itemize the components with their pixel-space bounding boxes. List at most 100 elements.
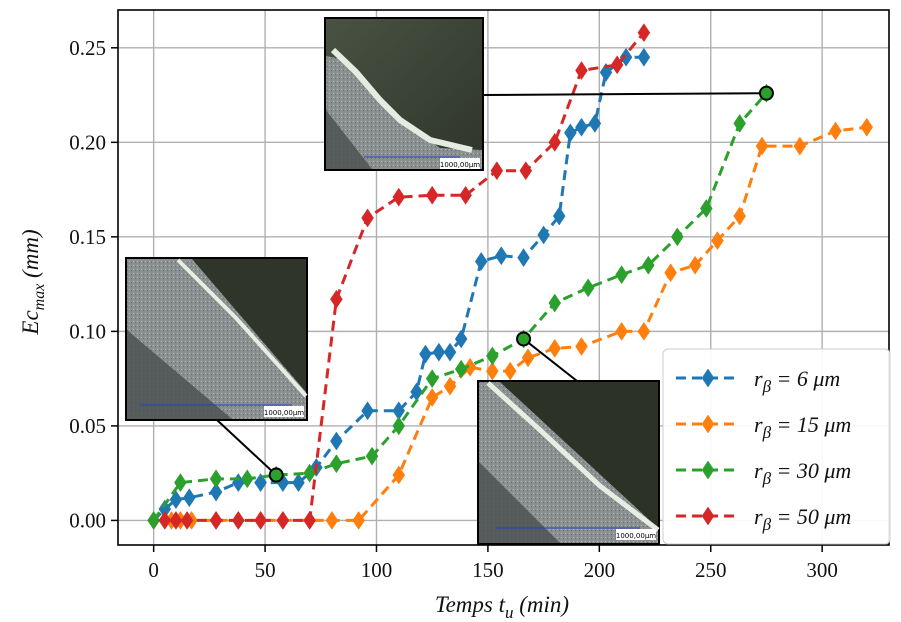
data-point [361,401,374,421]
data-point [425,388,439,407]
y-tick-label: 0.25 [69,36,106,60]
y-tick-label: 0.00 [69,508,106,532]
data-point [699,199,713,218]
data-point [581,278,595,298]
data-point [615,265,628,285]
legend-item: rβ = 15 μm [676,412,851,442]
legend-label: rβ = 15 μm [754,412,851,442]
x-axis-label: Temps tu (min) [435,592,569,622]
data-point [552,206,566,226]
data-point [254,510,267,530]
data-point [180,510,194,530]
inset-micrograph-2: 1000,00μm [477,380,660,545]
data-point [209,510,223,530]
data-point [454,359,468,379]
data-point [733,206,747,226]
data-point [425,369,439,389]
data-point [303,463,316,483]
series-layer [147,23,874,530]
data-point [637,23,651,43]
data-point [330,289,343,309]
data-point [575,117,588,137]
callout-marker [268,467,284,483]
data-point [169,490,183,510]
legend: rβ = 6 μm rβ = 15 μm rβ = 30 μm rβ = 50 μm [662,348,891,545]
callout-line [216,419,277,476]
data-point [174,473,187,493]
data-point [755,136,769,156]
data-point [292,473,305,493]
data-point [169,510,183,530]
callout-line [522,338,578,382]
callout-line [482,92,767,96]
data-point [454,329,468,349]
y-tick-label: 0.15 [69,225,106,249]
inset-micrograph-3: 1000,00μm [324,17,484,171]
x-tick-label: 200 [584,558,616,582]
data-point [688,255,702,275]
legend-swatch-marker [701,414,715,434]
data-point [517,248,530,268]
data-point [209,482,223,502]
legend-label: rβ = 50 μm [754,504,851,534]
data-point [829,121,842,141]
data-point [474,251,488,271]
inset-micrograph-1: 1000,00μm [125,257,308,421]
legend-swatch-marker [701,368,715,388]
data-point [325,510,339,530]
series-3 [147,83,773,530]
data-point [432,342,446,362]
x-tick-label: 150 [472,558,504,582]
data-point [575,61,588,80]
data-point [733,113,747,133]
data-point [637,321,651,341]
data-point [519,161,533,181]
data-point [240,469,254,489]
legend-item: rβ = 6 μm [676,366,840,396]
data-point [183,488,196,508]
data-point [503,361,517,381]
x-tick-label: 300 [806,558,838,582]
legend-box [662,348,891,545]
data-point [615,321,628,341]
data-point [599,62,613,82]
data-point [711,231,724,251]
series-4 [158,23,651,530]
legend-swatch-marker [701,506,715,526]
data-point [671,227,684,247]
callout-marker [516,331,532,347]
y-axis-label: Ecmax (mm) [18,229,48,335]
data-point [158,510,172,530]
data-point [548,338,562,358]
data-point [610,55,624,75]
data-point [352,510,365,530]
data-point [147,510,160,530]
x-tick-label: 100 [361,558,393,582]
data-point [588,113,602,133]
data-point [564,123,577,143]
data-point [860,117,874,137]
data-point [459,185,472,205]
callout-layer [216,92,767,476]
data-point [232,473,245,493]
data-point [365,446,379,466]
data-point [276,510,290,530]
axes: 0 50 100 150 200 250 300 0.00 0.05 0.10 0.15 0.20 0.… [69,9,890,582]
inset-3-scale-label: 1000,00μm [440,161,480,169]
data-point [463,357,477,377]
legend-label: rβ = 30 μm [754,458,851,488]
data-point [361,208,374,228]
data-point [392,465,406,485]
data-point [330,454,343,474]
data-point [443,342,457,362]
data-point [330,431,343,451]
data-point [521,348,535,368]
legend-swatch-marker [701,460,715,480]
data-point [486,346,499,366]
data-point [209,469,223,489]
legend-label: rβ = 6 μm [754,366,840,396]
y-tick-label: 0.20 [69,130,106,154]
data-point [490,161,504,181]
data-point [232,510,245,530]
data-point [575,337,588,356]
